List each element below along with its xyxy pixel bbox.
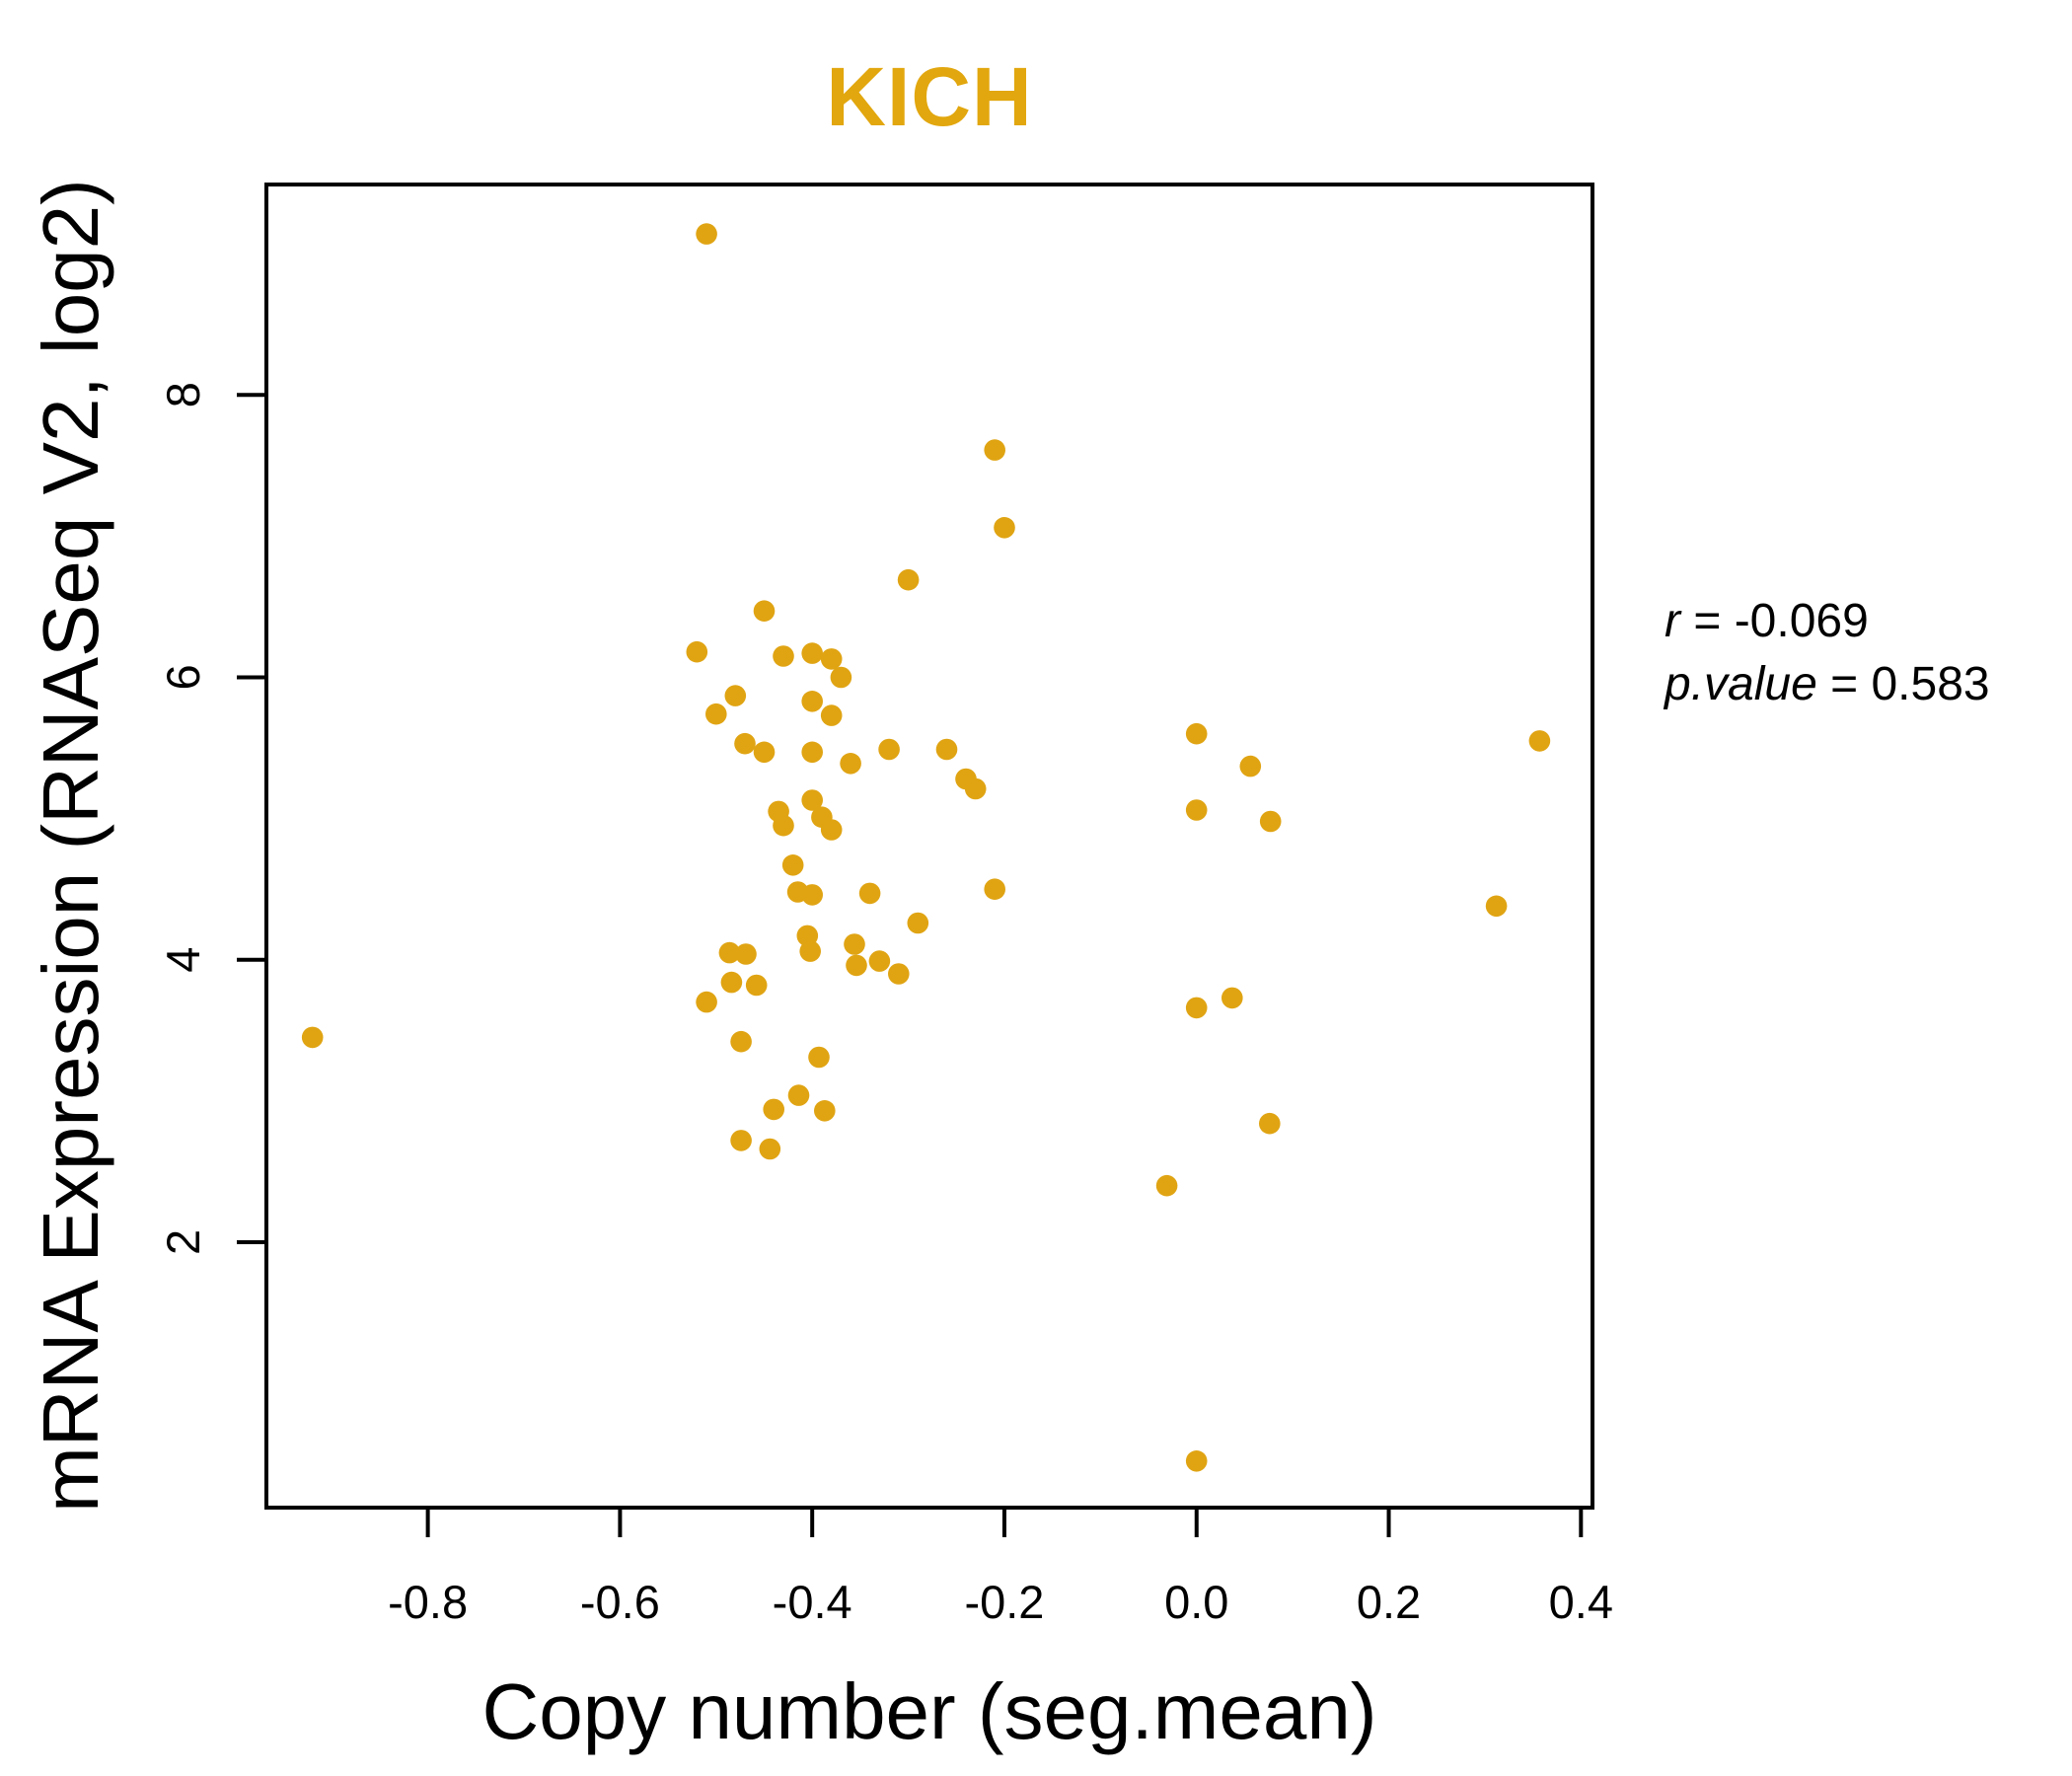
data-point <box>1239 755 1262 777</box>
data-point <box>753 741 776 764</box>
x-tick-label: -0.2 <box>964 1576 1044 1628</box>
x-axis-title: Copy number (seg.mean) <box>481 1667 1377 1755</box>
stats-annotation: r = -0.069 p.value = 0.583 <box>1665 590 1990 716</box>
r-value: -0.069 <box>1734 595 1869 647</box>
data-point <box>799 940 821 962</box>
data-point <box>705 703 727 725</box>
data-point <box>1155 1174 1178 1197</box>
plot-border <box>264 183 1594 1510</box>
data-point <box>801 642 823 664</box>
x-tick-label: 0.0 <box>1164 1576 1228 1628</box>
r-equals: = <box>1679 595 1735 647</box>
data-point <box>734 732 756 755</box>
p-stat-line: p.value = 0.583 <box>1665 653 1990 716</box>
data-point <box>814 1100 836 1122</box>
r-stat-line: r = -0.069 <box>1665 590 1990 653</box>
p-value: 0.583 <box>1871 658 1990 710</box>
data-point <box>724 685 747 706</box>
data-point <box>820 704 843 726</box>
x-tick-label: -0.8 <box>388 1576 468 1628</box>
data-point <box>745 974 768 997</box>
data-point <box>801 691 823 712</box>
r-label: r <box>1665 595 1680 647</box>
data-point <box>1221 987 1243 1009</box>
data-point <box>773 814 794 837</box>
data-point <box>686 640 708 663</box>
data-point <box>753 600 776 622</box>
y-tick-label: 8 <box>157 382 209 407</box>
data-point <box>888 963 910 985</box>
data-point <box>840 753 861 775</box>
data-point <box>820 819 843 841</box>
data-point <box>781 854 804 876</box>
data-point <box>820 648 843 670</box>
chart-title: KICH <box>826 50 1033 143</box>
y-tick-label: 6 <box>157 664 209 690</box>
y-axis-title: mRNA Expression (RNASeq V2, log2) <box>27 179 114 1513</box>
p-equals: = <box>1816 658 1872 710</box>
data-point <box>1185 799 1208 821</box>
x-tick-label: -0.6 <box>580 1576 660 1628</box>
data-point <box>1485 895 1508 918</box>
x-tick-label: 0.4 <box>1549 1576 1613 1628</box>
data-point <box>897 568 920 591</box>
data-point <box>696 223 717 245</box>
data-point <box>801 884 823 906</box>
data-point <box>846 954 867 977</box>
data-point <box>878 738 900 761</box>
data-point <box>730 1030 752 1053</box>
y-tick-label: 4 <box>157 947 209 973</box>
data-point <box>730 1130 752 1151</box>
data-point <box>1259 1112 1281 1135</box>
data-point <box>984 439 1005 461</box>
data-point <box>830 666 852 689</box>
p-label: p.value <box>1665 658 1817 710</box>
data-point <box>935 738 958 761</box>
data-point <box>1185 997 1208 1019</box>
data-point <box>984 878 1005 900</box>
data-point <box>858 882 881 905</box>
data-point <box>808 1046 830 1069</box>
data-point <box>787 1084 810 1106</box>
data-point <box>868 950 891 972</box>
data-point <box>1259 810 1282 833</box>
data-point <box>994 517 1015 539</box>
data-point <box>907 912 929 934</box>
data-point <box>735 943 757 965</box>
data-point <box>1528 730 1551 752</box>
data-point <box>801 741 823 764</box>
x-tick-label: -0.4 <box>773 1576 852 1628</box>
x-tick-label: 0.2 <box>1357 1576 1421 1628</box>
y-tick-label: 2 <box>157 1229 209 1255</box>
data-point <box>301 1026 324 1049</box>
data-point <box>1185 722 1208 745</box>
data-point <box>696 991 717 1013</box>
data-point <box>720 971 743 994</box>
data-point <box>1185 1450 1208 1472</box>
data-point <box>844 933 865 955</box>
data-point <box>759 1138 781 1160</box>
data-point <box>964 777 987 800</box>
data-point <box>763 1098 784 1121</box>
data-point <box>718 941 741 964</box>
data-point <box>773 645 794 667</box>
data-point <box>801 789 823 811</box>
